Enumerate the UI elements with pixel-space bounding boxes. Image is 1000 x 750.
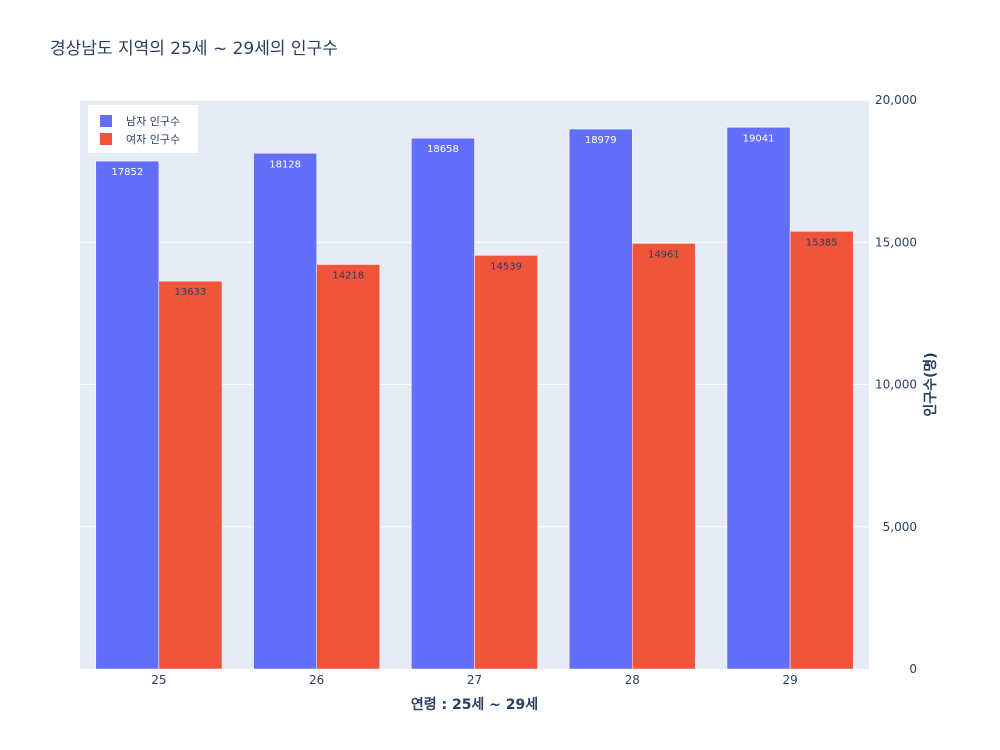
- bar-male-28[interactable]: [568, 128, 633, 670]
- y-tick-label: 5,000: [883, 520, 917, 534]
- data-label: 18979: [585, 135, 617, 146]
- legend: 남자 인구수 여자 인구수: [88, 105, 198, 153]
- bar-female-28[interactable]: [632, 243, 696, 670]
- legend-item-female[interactable]: 여자 인구수: [100, 131, 180, 147]
- bar-male-27[interactable]: [411, 137, 475, 670]
- bars: 17852 13633 18128 14218 18658 14539 18979 14961…: [95, 127, 854, 670]
- y-tick-label: 20,000: [875, 93, 917, 107]
- chart-title: 경상남도 지역의 25세 ~ 29세의 인구수: [50, 39, 338, 59]
- legend-label-female: 여자 인구수: [126, 133, 181, 146]
- x-tick-label: 27: [467, 673, 482, 687]
- data-label: 18658: [427, 144, 459, 155]
- bar-female-25[interactable]: [158, 280, 223, 670]
- data-label: 14539: [490, 261, 522, 272]
- y-tick-labels: 0 5,000 10,000 15,000 20,000: [875, 93, 917, 676]
- data-label: 17852: [111, 167, 143, 178]
- bar-female-27[interactable]: [474, 255, 538, 670]
- data-label: 14218: [332, 270, 364, 281]
- y-tick-label: 0: [909, 662, 917, 676]
- legend-label-male: 남자 인구수: [126, 115, 181, 128]
- data-label: 18128: [269, 159, 301, 170]
- x-tick-labels: 25 26 27 28 29: [151, 673, 797, 687]
- y-tick-label: 15,000: [875, 235, 917, 249]
- y-axis-label: 인구수(명): [922, 352, 939, 416]
- x-tick-label: 29: [782, 673, 797, 687]
- legend-swatch-female: [100, 133, 112, 145]
- y-tick-label: 10,000: [875, 378, 917, 392]
- legend-item-male[interactable]: 남자 인구수: [100, 113, 180, 129]
- data-label: 19041: [743, 133, 775, 144]
- data-label: 14961: [648, 249, 680, 260]
- legend-swatch-male: [100, 115, 112, 127]
- data-label: 15385: [806, 237, 838, 248]
- bar-female-26[interactable]: [316, 264, 381, 670]
- x-tick-label: 28: [625, 673, 640, 687]
- x-tick-label: 25: [151, 673, 166, 687]
- bar-male-26[interactable]: [253, 153, 317, 670]
- bar-female-29[interactable]: [789, 231, 854, 670]
- data-label: 13633: [175, 287, 207, 298]
- x-tick-label: 26: [309, 673, 324, 687]
- x-axis-label: 연령 : 25세 ~ 29세: [411, 697, 538, 713]
- bar-male-25[interactable]: [95, 160, 160, 670]
- bar-male-29[interactable]: [726, 127, 791, 670]
